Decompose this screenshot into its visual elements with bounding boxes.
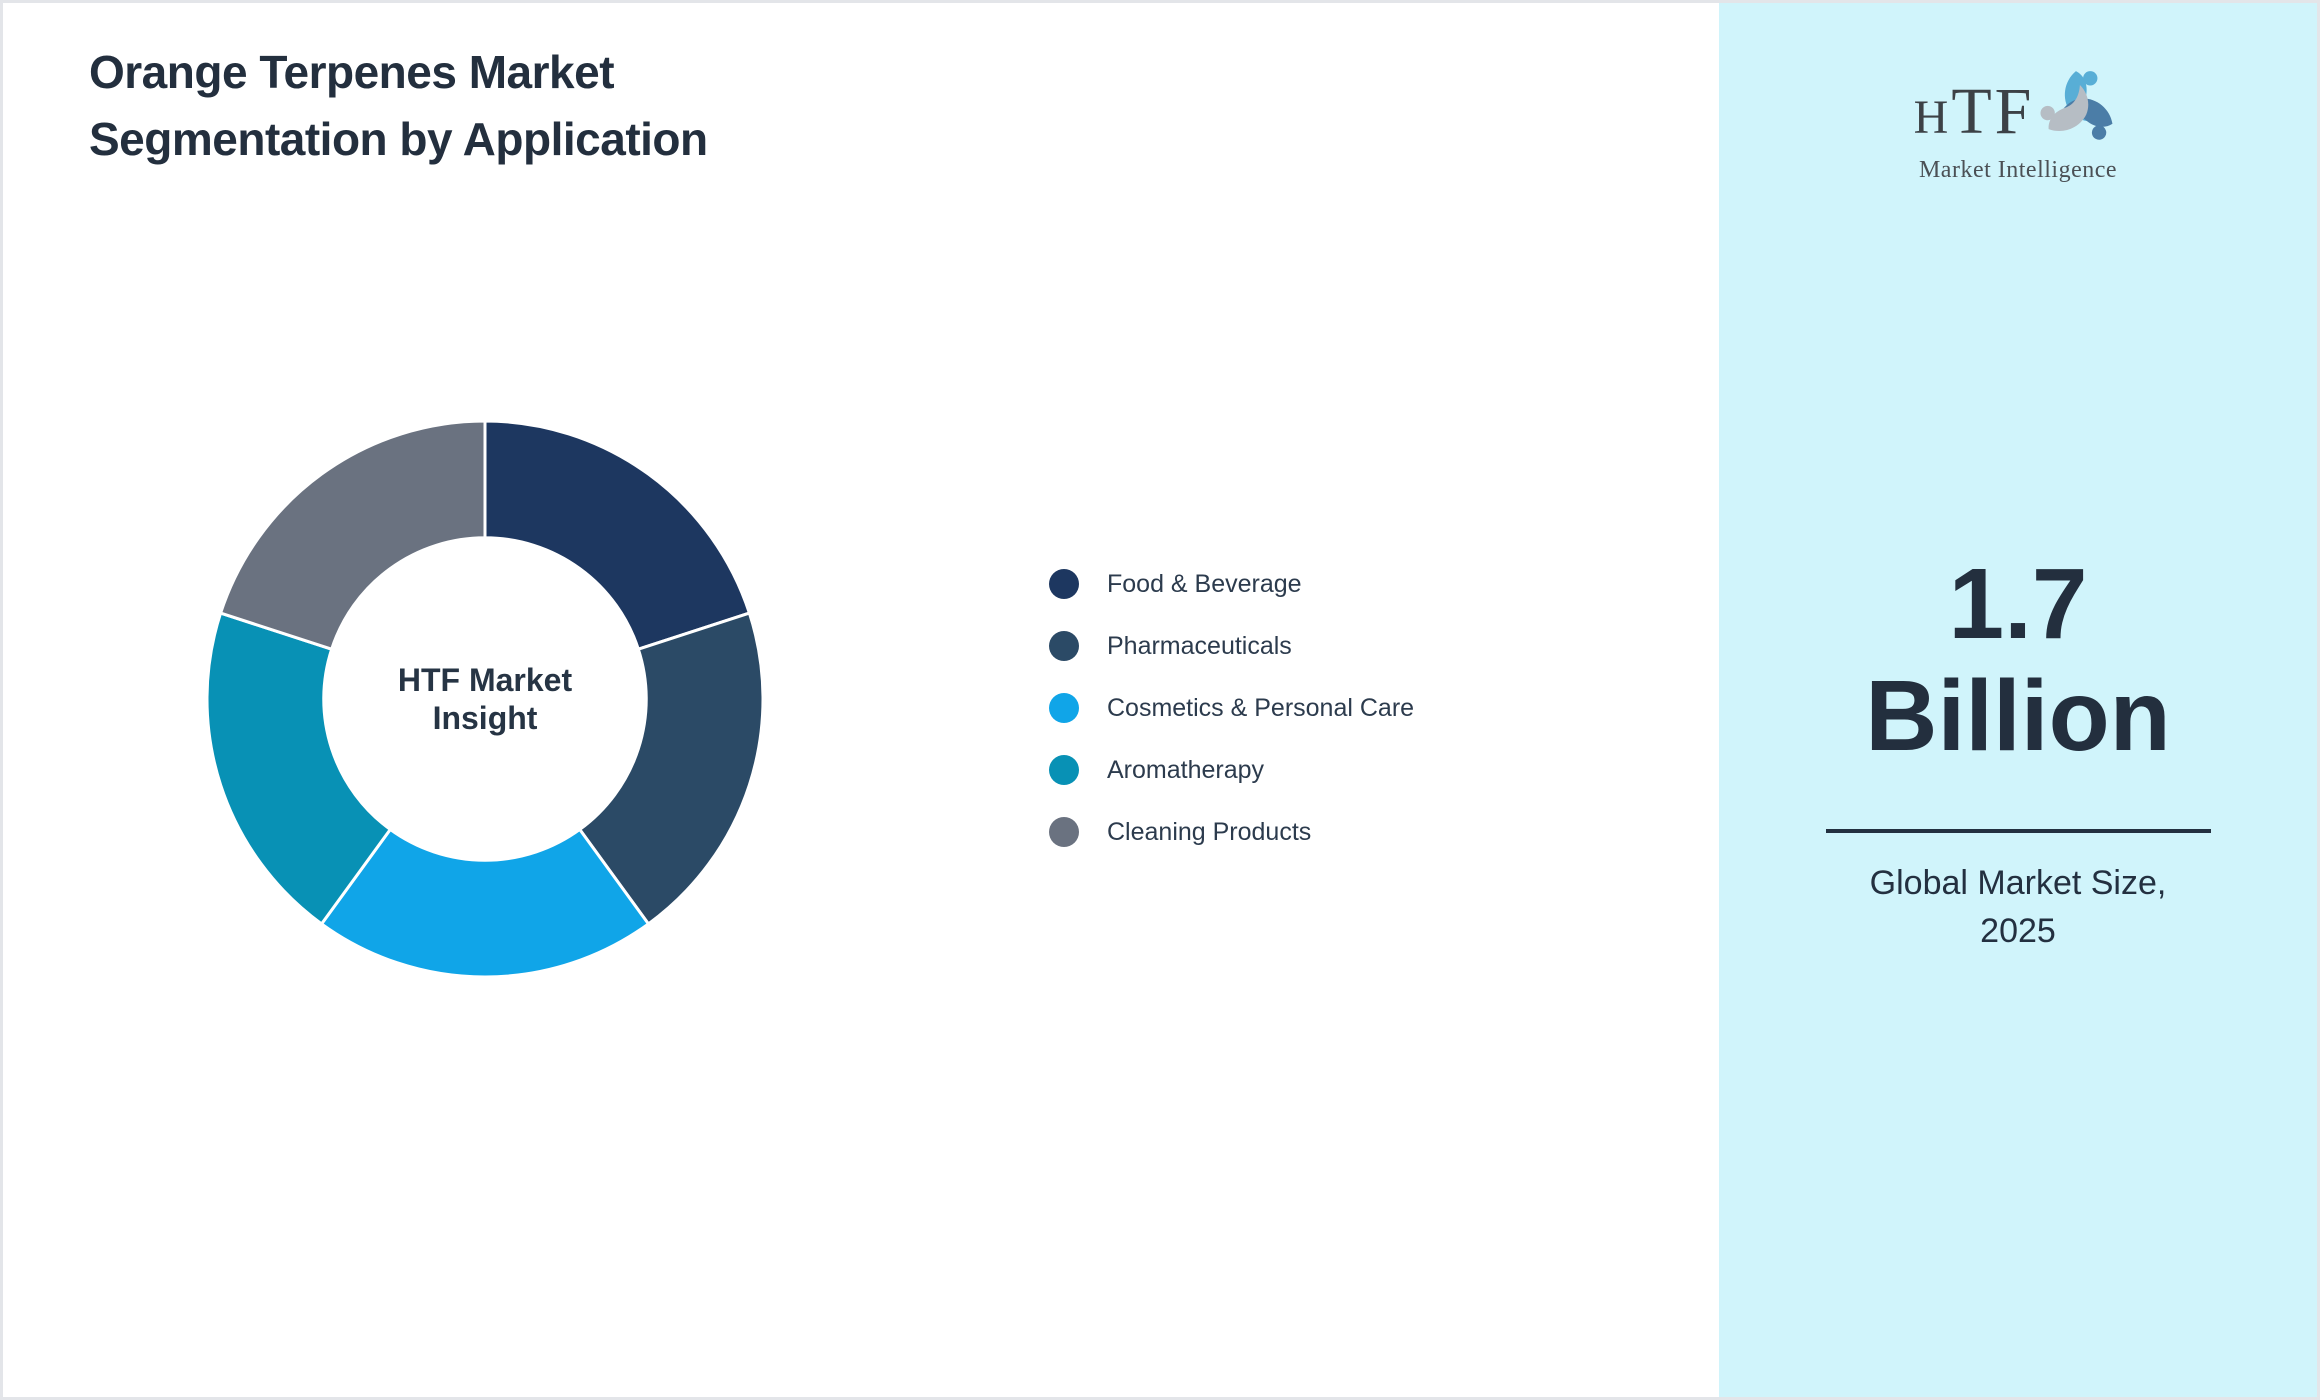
legend-item: Cosmetics & Personal Care xyxy=(1049,677,1414,739)
legend-label: Food & Beverage xyxy=(1107,569,1302,598)
legend-item: Cleaning Products xyxy=(1049,801,1414,863)
htf-logo-letter-h: H xyxy=(1913,91,1952,144)
donut-slice-0 xyxy=(483,419,751,651)
market-size-value: 1.7 Billion xyxy=(1719,548,2317,772)
donut-slice-4 xyxy=(219,419,487,651)
page-title-line2: Segmentation by Application xyxy=(89,113,708,165)
legend-item: Aromatherapy xyxy=(1049,739,1414,801)
donut-center-label-line2: Insight xyxy=(433,700,538,736)
sidebar: HTF Market Intelligence 1.7 xyxy=(1719,3,2317,1397)
page-title-line1: Orange Terpenes Market xyxy=(89,46,615,98)
donut-center-label-line1: HTF Market xyxy=(398,662,573,698)
market-size-value-line1: 1.7 xyxy=(1948,548,2088,660)
donut-slice-1 xyxy=(578,611,765,926)
legend: Food & Beverage Pharmaceuticals Cosmetic… xyxy=(1049,553,1414,863)
donut-chart-container: HTF Market Insight xyxy=(197,411,773,987)
htf-logo: HTF Market Intelligence xyxy=(1719,69,2317,184)
htf-logo-wordmark: HTF xyxy=(1914,79,2035,145)
legend-color-dot-icon xyxy=(1049,693,1079,723)
stat-divider xyxy=(1825,829,2211,833)
htf-logo-tagline: Market Intelligence xyxy=(1918,157,2118,183)
market-size-stat: 1.7 Billion Global Market Size, 2025 xyxy=(1719,548,2317,955)
legend-label: Aromatherapy xyxy=(1107,755,1265,784)
legend-color-dot-icon xyxy=(1049,569,1079,599)
donut-slice-2 xyxy=(320,827,650,979)
legend-color-dot-icon xyxy=(1049,817,1079,847)
legend-color-dot-icon xyxy=(1049,631,1079,661)
market-size-caption-line1: Global Market Size, xyxy=(1869,864,2167,902)
page-title: Orange Terpenes Market Segmentation by A… xyxy=(89,39,708,173)
htf-logo-swirl-icon xyxy=(2037,71,2119,144)
market-size-value-line2: Billion xyxy=(1865,660,2171,772)
legend-label: Pharmaceuticals xyxy=(1107,631,1292,660)
donut-chart: HTF Market Insight xyxy=(205,419,765,979)
donut-slice-3 xyxy=(205,611,392,926)
market-size-caption-line2: 2025 xyxy=(1980,912,2056,950)
legend-color-dot-icon xyxy=(1049,755,1079,785)
legend-item: Food & Beverage xyxy=(1049,553,1414,615)
htf-logo-letters-tf: TF xyxy=(1951,75,2035,148)
legend-item: Pharmaceuticals xyxy=(1049,615,1414,677)
market-size-caption: Global Market Size, 2025 xyxy=(1719,859,2317,955)
legend-label: Cosmetics & Personal Care xyxy=(1107,693,1415,722)
legend-label: Cleaning Products xyxy=(1107,817,1312,846)
